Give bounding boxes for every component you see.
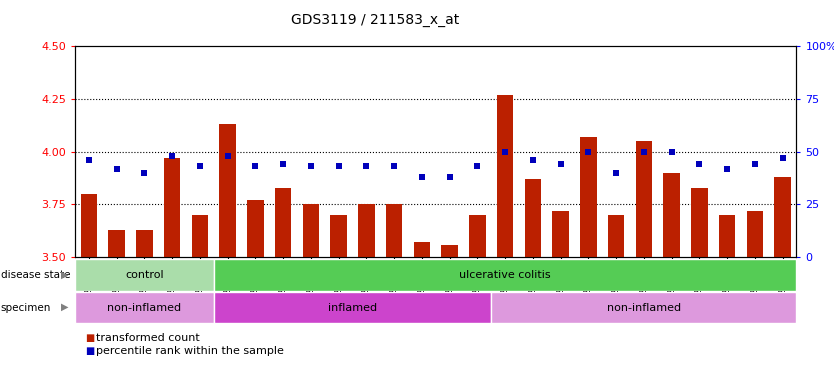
- Bar: [163, 158, 180, 257]
- Bar: [275, 187, 291, 257]
- Text: specimen: specimen: [1, 303, 51, 313]
- Bar: [214, 259, 796, 291]
- Point: [554, 161, 567, 167]
- Point: [83, 157, 96, 163]
- Point: [470, 164, 484, 170]
- Point: [499, 149, 512, 155]
- Point: [221, 153, 234, 159]
- Text: ▶: ▶: [62, 270, 68, 280]
- Bar: [81, 194, 98, 257]
- Bar: [303, 204, 319, 257]
- Bar: [214, 292, 491, 323]
- Bar: [691, 187, 708, 257]
- Point: [277, 161, 290, 167]
- Point: [415, 174, 429, 180]
- Bar: [608, 215, 625, 257]
- Bar: [663, 173, 680, 257]
- Point: [304, 164, 318, 170]
- Point: [637, 149, 651, 155]
- Point: [693, 161, 706, 167]
- Point: [359, 164, 373, 170]
- Point: [748, 161, 761, 167]
- Point: [665, 149, 678, 155]
- Bar: [525, 179, 541, 257]
- Bar: [192, 215, 208, 257]
- Bar: [491, 292, 796, 323]
- Bar: [719, 215, 736, 257]
- Point: [526, 157, 540, 163]
- Bar: [358, 204, 374, 257]
- Text: ■: ■: [85, 346, 94, 356]
- Point: [249, 164, 262, 170]
- Bar: [552, 211, 569, 257]
- Bar: [746, 211, 763, 257]
- Bar: [75, 292, 214, 323]
- Point: [193, 164, 207, 170]
- Point: [138, 170, 151, 176]
- Bar: [386, 204, 403, 257]
- Point: [332, 164, 345, 170]
- Bar: [636, 141, 652, 257]
- Text: ▶: ▶: [62, 302, 68, 312]
- Text: GDS3119 / 211583_x_at: GDS3119 / 211583_x_at: [291, 13, 460, 27]
- Text: non-inflamed: non-inflamed: [108, 303, 182, 313]
- Point: [581, 149, 595, 155]
- Point: [388, 164, 401, 170]
- Text: inflamed: inflamed: [328, 303, 377, 313]
- Point: [165, 153, 178, 159]
- Text: control: control: [125, 270, 163, 280]
- Bar: [414, 243, 430, 257]
- Bar: [136, 230, 153, 257]
- Bar: [469, 215, 485, 257]
- Point: [610, 170, 623, 176]
- Point: [776, 155, 789, 161]
- Bar: [441, 245, 458, 257]
- Text: transformed count: transformed count: [96, 333, 199, 343]
- Point: [721, 166, 734, 172]
- Bar: [580, 137, 596, 257]
- Bar: [774, 177, 791, 257]
- Text: percentile rank within the sample: percentile rank within the sample: [96, 346, 284, 356]
- Point: [110, 166, 123, 172]
- Text: disease state: disease state: [1, 270, 70, 280]
- Bar: [75, 259, 214, 291]
- Point: [443, 174, 456, 180]
- Bar: [247, 200, 264, 257]
- Bar: [330, 215, 347, 257]
- Bar: [497, 94, 514, 257]
- Bar: [108, 230, 125, 257]
- Text: non-inflamed: non-inflamed: [607, 303, 681, 313]
- Bar: [219, 124, 236, 257]
- Text: ■: ■: [85, 333, 94, 343]
- Text: ulcerative colitis: ulcerative colitis: [460, 270, 551, 280]
